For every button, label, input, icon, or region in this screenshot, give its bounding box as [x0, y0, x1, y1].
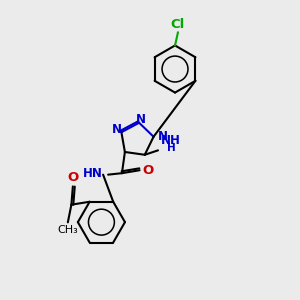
Text: N: N: [136, 113, 146, 126]
Text: N: N: [112, 123, 122, 136]
Text: O: O: [67, 171, 79, 184]
Text: Cl: Cl: [171, 18, 185, 31]
Text: NH: NH: [161, 134, 181, 147]
Text: N: N: [158, 130, 168, 142]
Text: HN: HN: [83, 167, 103, 180]
Text: O: O: [142, 164, 154, 177]
Text: CH₃: CH₃: [58, 225, 78, 235]
Text: H: H: [167, 143, 176, 153]
